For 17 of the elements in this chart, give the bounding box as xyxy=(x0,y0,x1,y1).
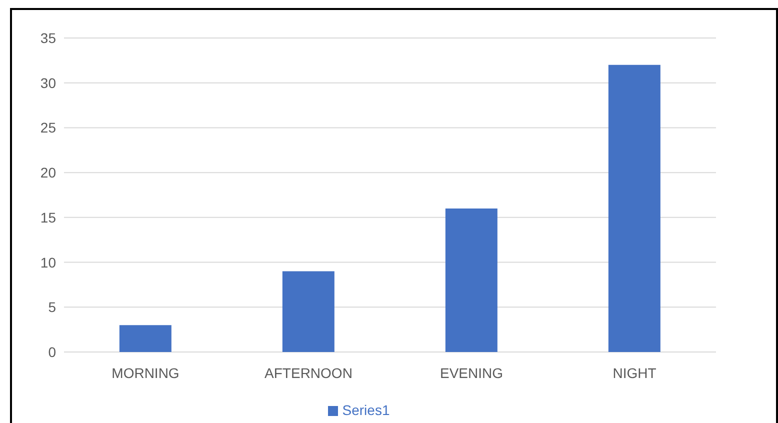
y-tick-label: 20 xyxy=(40,164,56,181)
y-tick-label: 10 xyxy=(40,254,56,270)
y-tick-label: 25 xyxy=(40,120,56,136)
x-tick-label: EVENING xyxy=(440,364,504,381)
y-tick-label: 0 xyxy=(48,344,56,360)
x-tick-label: MORNING xyxy=(112,364,180,381)
x-tick-label: NIGHT xyxy=(612,364,657,381)
y-tick-label: 35 xyxy=(40,30,56,46)
bar xyxy=(608,64,660,352)
bar xyxy=(282,271,334,352)
y-tick-label: 30 xyxy=(40,74,56,91)
bar xyxy=(445,208,498,352)
y-tick-label: 5 xyxy=(48,299,56,316)
bar xyxy=(119,325,172,352)
x-tick-label: AFTERNOON xyxy=(264,364,352,381)
y-tick-label: 15 xyxy=(40,209,56,226)
legend-label: Series1 xyxy=(342,402,390,418)
